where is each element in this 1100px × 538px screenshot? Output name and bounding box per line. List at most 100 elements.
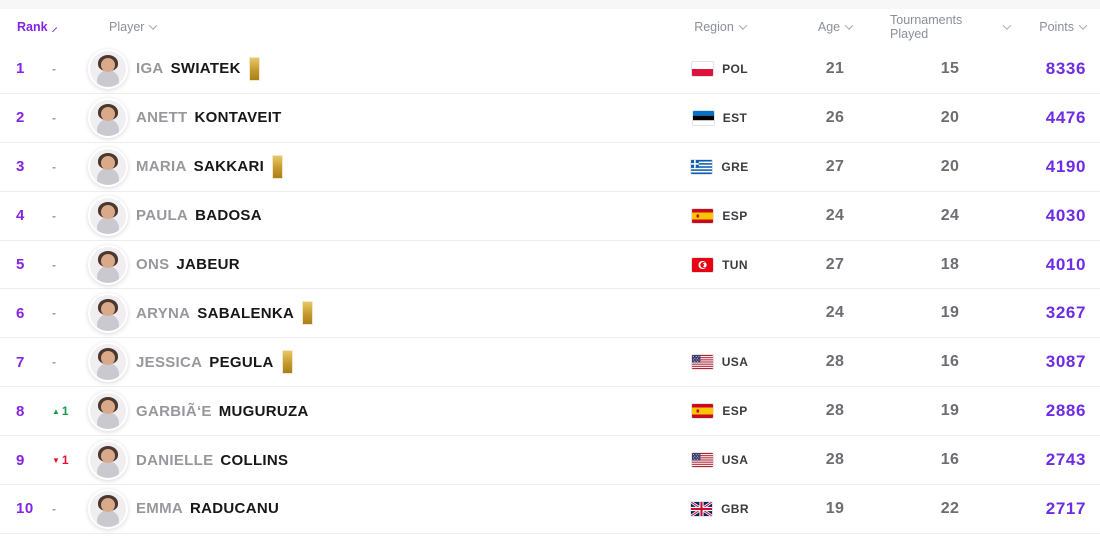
region-cell: GRE <box>660 159 780 174</box>
age-cell: 28 <box>780 353 890 371</box>
age-value: 19 <box>825 499 845 517</box>
table-row[interactable]: 6 - ARYNA SABALENKA 24 19 3267 <box>0 289 1100 339</box>
country-flag-icon <box>692 208 714 223</box>
page-top-band <box>0 0 1100 9</box>
column-header-rank-label: Rank <box>17 20 48 34</box>
column-header-tournaments[interactable]: Tournaments Played <box>890 13 1012 41</box>
player-first-name: MARIA <box>136 158 187 176</box>
table-row[interactable]: 8 1 GARBIÃ‘E MUGURUZA ESP 28 19 2886 <box>0 387 1100 437</box>
table-row[interactable]: 3 - MARIA SAKKARI GRE 27 20 4190 <box>0 142 1100 192</box>
region-cell: POL <box>660 61 780 76</box>
avatar-cell <box>88 488 136 529</box>
player-avatar <box>88 391 128 432</box>
age-value: 28 <box>825 353 845 371</box>
points-cell: 3087 <box>1010 352 1100 372</box>
movement-label: - <box>52 355 56 370</box>
player-name-link[interactable]: ONS JABEUR <box>136 256 660 273</box>
region-code: GRE <box>721 159 749 174</box>
player-name-link[interactable]: IGA SWIATEK <box>136 56 660 81</box>
points-cell: 4030 <box>1010 206 1100 226</box>
column-header-region-label: Region <box>694 20 734 34</box>
movement-label: 1 <box>61 404 69 419</box>
player-last-name: SWIATEK <box>170 60 241 78</box>
sort-ascending-icon <box>51 27 57 33</box>
table-row[interactable]: 7 - JESSICA PEGULA USA 28 16 3087 <box>0 338 1100 388</box>
column-header-tournaments-label: Tournaments Played <box>890 13 963 41</box>
region-cell: USA <box>660 453 780 468</box>
player-avatar <box>88 244 128 285</box>
player-name-link[interactable]: EMMA RADUCANU <box>136 500 660 517</box>
player-name-link[interactable]: ARYNA SABALENKA <box>136 301 660 326</box>
points-value: 4010 <box>1045 254 1086 274</box>
rank-movement: 1 <box>52 453 88 467</box>
rank-value: 8 <box>0 403 52 420</box>
player-name-link[interactable]: DANIELLE COLLINS <box>136 452 660 469</box>
age-cell: 21 <box>780 60 890 78</box>
rank-number: 5 <box>16 256 25 273</box>
table-row[interactable]: 4 - PAULA BADOSA ESP 24 24 4030 <box>0 191 1100 241</box>
chevron-down-icon <box>738 21 748 30</box>
age-cell: 24 <box>780 207 890 225</box>
player-avatar <box>88 97 128 138</box>
chevron-down-icon <box>844 21 854 30</box>
player-name-link[interactable]: MARIA SAKKARI <box>136 154 660 179</box>
player-first-name: JESSICA <box>136 353 203 371</box>
table-row[interactable]: 1 - IGA SWIATEK POL 21 15 8336 <box>0 45 1100 94</box>
gold-badge-icon <box>248 56 260 81</box>
table-row[interactable]: 5 - ONS JABEUR TUN 27 18 4010 <box>0 240 1100 290</box>
player-avatar <box>88 48 128 89</box>
table-row[interactable]: 2 - ANETT KONTAVEIT EST 26 20 4476 <box>0 93 1100 143</box>
table-row[interactable]: 10 - EMMA RADUCANU GBR 19 22 2717 <box>0 485 1100 534</box>
player-last-name: JABEUR <box>176 256 240 273</box>
tournaments-value: 20 <box>940 108 960 126</box>
rank-number: 1 <box>16 60 25 78</box>
age-cell: 26 <box>780 109 890 127</box>
column-header-rank[interactable]: Rank <box>0 20 57 34</box>
points-cell: 4010 <box>1010 255 1100 275</box>
avatar-cell <box>88 342 136 383</box>
rank-number: 9 <box>16 451 25 469</box>
region-code: TUN <box>722 257 748 272</box>
player-avatar <box>88 146 128 187</box>
tournaments-cell: 22 <box>890 500 1010 518</box>
country-flag-icon <box>691 355 713 370</box>
region-code: POL <box>722 61 748 76</box>
rank-value: 7 <box>0 354 52 371</box>
rank-value: 9 <box>0 452 52 469</box>
column-header-player[interactable]: Player <box>88 20 660 34</box>
player-name-link[interactable]: ANETT KONTAVEIT <box>136 109 660 126</box>
country-flag-icon <box>692 61 714 76</box>
rank-movement: - <box>52 306 88 320</box>
points-value: 8336 <box>1045 58 1086 78</box>
chevron-down-icon <box>1078 21 1088 30</box>
column-header-points[interactable]: Points <box>1010 20 1100 34</box>
player-last-name: COLLINS <box>220 451 289 469</box>
rank-movement: - <box>52 62 88 76</box>
rank-movement: - <box>52 355 88 369</box>
points-value: 2743 <box>1045 450 1086 470</box>
player-last-name: SAKKARI <box>193 158 265 176</box>
region-cell: USA <box>660 355 780 370</box>
column-header-age-label: Age <box>817 20 841 34</box>
player-last-name: MUGURUZA <box>218 402 309 420</box>
movement-label: - <box>52 306 56 321</box>
tournaments-value: 19 <box>940 402 960 420</box>
region-code: USA <box>721 453 749 468</box>
age-cell: 28 <box>780 451 890 469</box>
table-row[interactable]: 9 1 DANIELLE COLLINS USA 28 16 2743 <box>0 436 1100 486</box>
player-name-link[interactable]: PAULA BADOSA <box>136 207 660 224</box>
age-value: 26 <box>825 108 845 126</box>
column-header-region[interactable]: Region <box>660 20 780 34</box>
points-cell: 2886 <box>1010 401 1100 421</box>
rank-movement: - <box>52 160 88 174</box>
player-first-name: PAULA <box>136 207 189 225</box>
column-header-age[interactable]: Age <box>780 20 890 34</box>
avatar-cell <box>88 195 136 236</box>
chevron-down-icon <box>149 21 158 30</box>
player-name-link[interactable]: JESSICA PEGULA <box>136 350 660 375</box>
player-name-link[interactable]: GARBIÃ‘E MUGURUZA <box>136 403 660 420</box>
age-value: 27 <box>825 255 845 273</box>
points-value: 3087 <box>1045 352 1086 372</box>
rank-movement: - <box>52 209 88 223</box>
rank-number: 8 <box>16 402 25 420</box>
